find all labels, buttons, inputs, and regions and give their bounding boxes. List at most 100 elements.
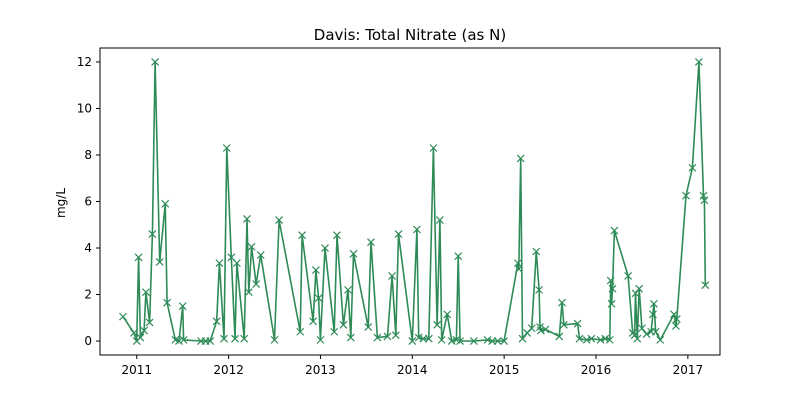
data-point [364,323,373,332]
data-point [700,196,709,205]
data-point [240,334,249,343]
data-point [535,285,543,294]
data-point [155,258,164,266]
data-point [573,319,582,328]
data-point [682,191,690,200]
data-point [130,328,138,337]
data-point [346,333,355,342]
data-point [339,320,348,329]
data-point [145,318,154,327]
data-point [231,334,239,343]
data-point [456,337,464,345]
data-point [435,216,444,225]
data-point [651,327,660,336]
data-point [140,326,149,335]
data-point [631,289,640,298]
data-point [638,324,646,333]
data-point [212,317,221,326]
data-point [575,334,584,343]
data-point [500,337,509,345]
data-point [408,337,417,345]
data-point [175,337,183,345]
data-point [244,288,253,297]
data-point [532,247,541,256]
data-point [179,335,188,344]
data-point [270,335,279,344]
data-point [518,334,527,343]
data-point [607,299,616,308]
data-point [429,144,438,152]
data-point [536,326,545,335]
x-tick-label: 2015 [489,363,520,377]
data-point [134,253,143,262]
y-tick-label: 4 [84,241,92,255]
data-point [296,327,305,336]
data-point [161,199,170,208]
data-point [656,335,665,344]
data-point [670,310,678,319]
data-point [469,337,478,345]
x-tick-label: 2016 [581,363,612,377]
data-point [671,322,680,330]
data-point [247,242,256,251]
data-point [311,266,320,275]
data-point [388,271,397,280]
data-point [493,337,502,345]
y-tick-label: 12 [77,55,92,69]
data-point [383,332,392,341]
data-point [119,312,127,321]
data-point [220,334,228,343]
data-point [178,302,187,311]
x-tick-label: 2011 [121,363,152,377]
data-point [601,334,610,343]
data-point [701,281,710,290]
data-point [596,335,605,344]
data-point [163,298,171,307]
data-point [483,335,492,344]
data-point [516,154,525,163]
data-point [437,335,446,344]
y-tick-label: 0 [84,334,92,348]
data-point [142,288,150,297]
data-point [344,285,352,294]
data-point [136,333,145,342]
data-point [624,271,633,280]
series-line [122,61,707,342]
data-point [559,320,568,329]
data-point [391,331,400,340]
data-point [309,317,318,326]
data-point [314,294,323,302]
y-tick-label: 6 [84,195,92,209]
data-point [316,335,325,344]
data-point [447,337,456,345]
y-tick-label: 8 [84,148,92,162]
data-point [688,163,697,172]
data-point [527,324,536,333]
data-point [699,191,708,200]
data-point [232,259,241,268]
data-point [330,327,339,336]
data-point [605,335,614,344]
data-point [414,333,423,342]
data-point [608,284,617,293]
data-point [252,280,261,288]
chart-title: Davis: Total Nitrate (as N) [314,26,506,44]
data-point [373,333,382,342]
data-point [298,231,306,240]
data-point [443,310,452,319]
data-point [222,144,231,152]
data-point [206,337,215,345]
y-tick-label: 2 [84,288,92,302]
data-point [148,230,157,238]
data-point [256,251,265,259]
y-axis-label: mg/L [54,188,68,218]
data-point [649,299,658,308]
data-point [394,230,403,238]
data-point [642,330,651,338]
data-point [694,58,703,66]
x-tick-label: 2014 [397,363,428,377]
data-point [321,244,329,252]
plot-frame [99,47,721,356]
